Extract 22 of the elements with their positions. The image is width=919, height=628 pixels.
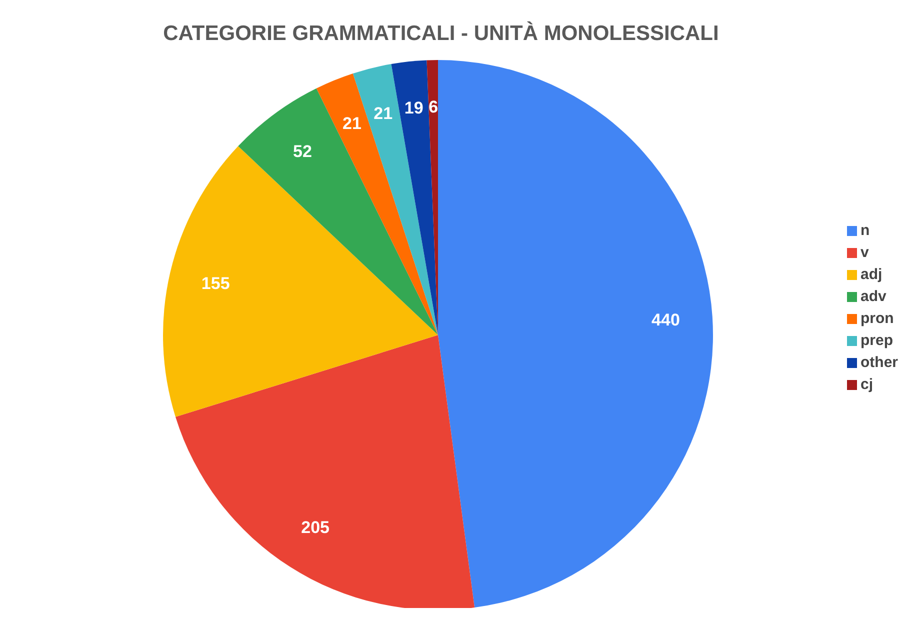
data-label: 6 [428,97,438,116]
legend-label: v [860,243,869,263]
data-label: 21 [342,114,362,134]
data-label: 205 [301,518,330,537]
pie-slice [316,73,438,335]
data-label: 440 [652,310,680,330]
legend-label: prep [860,331,894,351]
pie-slice [391,60,438,335]
data-label: 19 [404,98,424,118]
data-label: 21 [374,104,393,123]
legend-label: n [860,221,870,241]
pie-slice [175,335,475,608]
legend-label: pron [860,309,894,329]
chart-title: CATEGORIE GRAMMATICALI - UNITÀ MONOLESSICALI [163,21,719,45]
legend-label: cj [860,375,874,395]
legend-label: other [860,353,898,373]
legend-label: adv [860,287,886,307]
data-label: 52 [292,142,312,161]
pie-slice [163,146,438,417]
data-label: 155 [201,274,230,294]
pie-slice [238,88,438,335]
legend-label: adj [860,265,882,285]
